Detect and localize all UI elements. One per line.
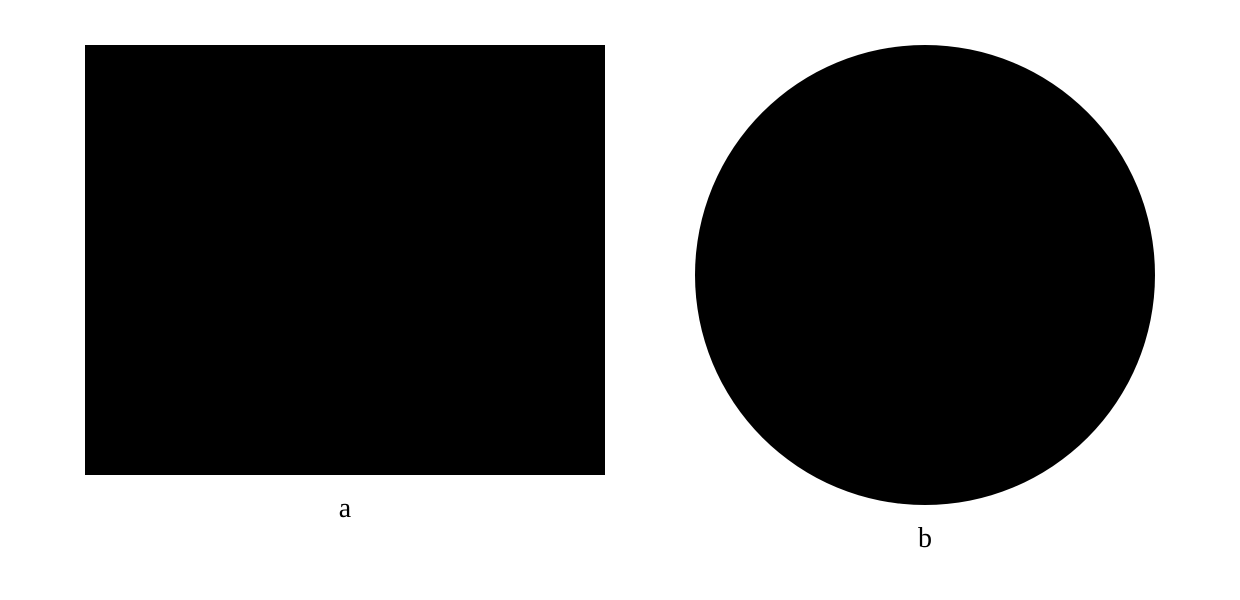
panel-a-shape-box [85, 45, 605, 475]
panel-a-caption: a [339, 493, 351, 525]
figure-container: a b [0, 45, 1240, 555]
panel-b: b [695, 45, 1155, 555]
panel-a: a [85, 45, 605, 525]
panel-b-shape-box [695, 45, 1155, 505]
circle-shape [695, 45, 1155, 505]
rectangle-shape [85, 45, 605, 475]
panel-b-caption: b [918, 523, 932, 555]
